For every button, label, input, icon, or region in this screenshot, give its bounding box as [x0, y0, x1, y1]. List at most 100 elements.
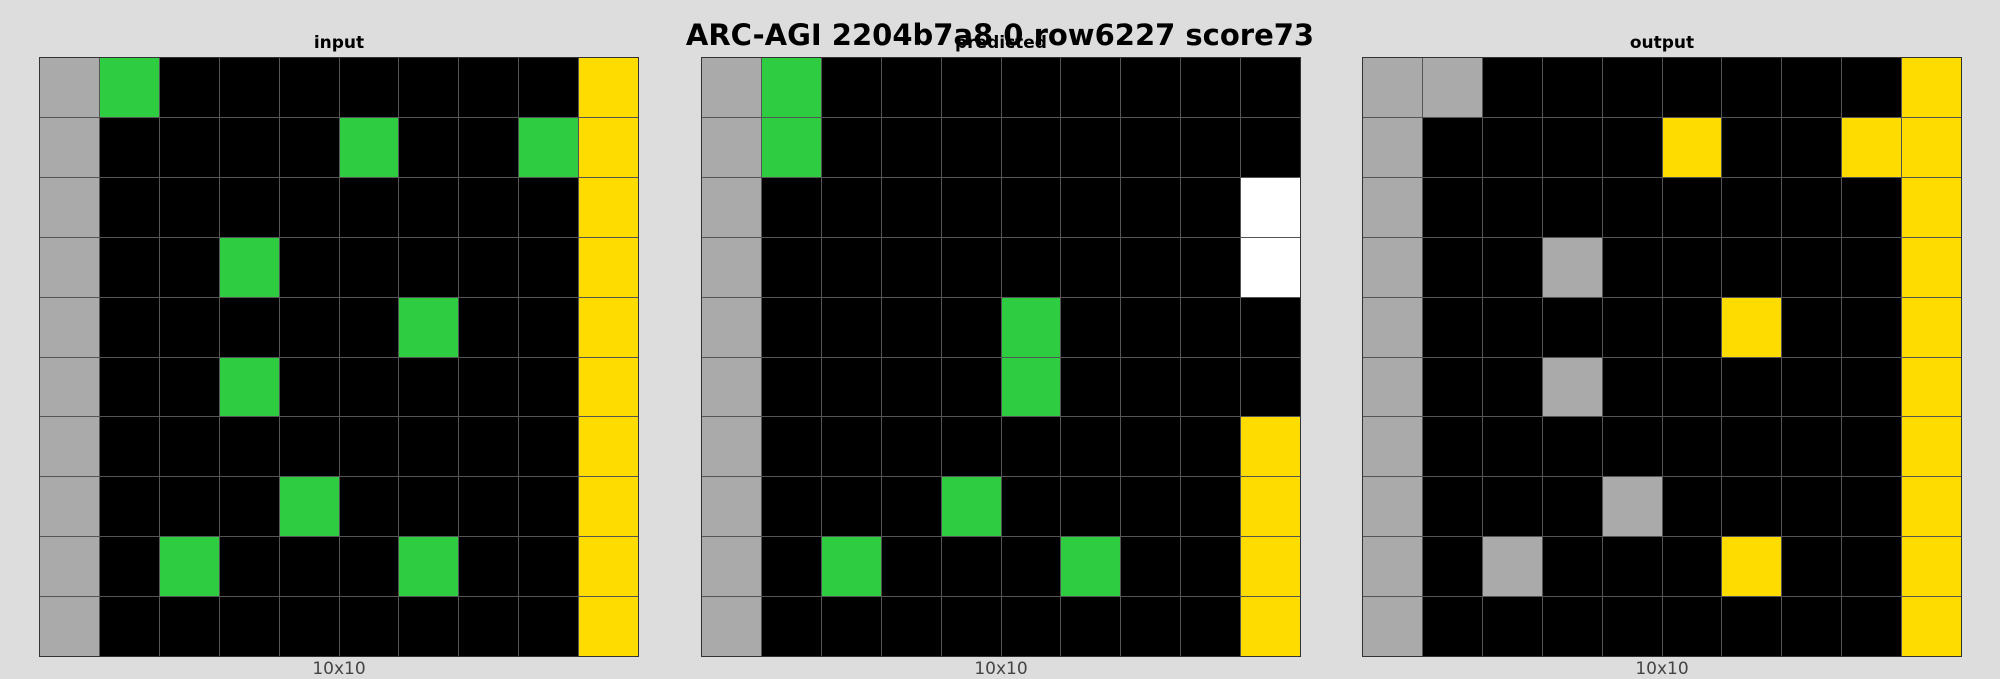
- grid-cell: [1782, 597, 1842, 656]
- grid-cell: [1722, 237, 1782, 297]
- grid-cell: [579, 477, 638, 537]
- grid-cell: [579, 117, 638, 177]
- grid-cell: [1001, 177, 1061, 237]
- grid-cell: [1121, 357, 1181, 417]
- grid-cell: [1482, 417, 1542, 477]
- grid-cell: [1363, 537, 1422, 597]
- input-size-label: 10x10: [312, 659, 366, 679]
- grid-cell: [579, 417, 638, 477]
- grid-cell: [1722, 357, 1782, 417]
- grid-cell: [941, 297, 1001, 357]
- grid-cell: [1001, 357, 1061, 417]
- grid-cell: [761, 537, 821, 597]
- grid-cell: [1241, 237, 1300, 297]
- grid-cell: [1662, 597, 1722, 656]
- grid-cell: [1422, 537, 1482, 597]
- grid-cell: [459, 597, 519, 656]
- output-size-label: 10x10: [1635, 659, 1689, 679]
- grid-cell: [1422, 357, 1482, 417]
- predicted-panel-title: predicted: [955, 33, 1047, 53]
- grid-cell: [1241, 117, 1300, 177]
- grid-cell: [1842, 357, 1902, 417]
- grid-cell: [1722, 597, 1782, 656]
- grid-cell: [761, 117, 821, 177]
- grid-cell: [1902, 597, 1961, 656]
- grid-cell: [99, 117, 159, 177]
- grid-cell: [1482, 297, 1542, 357]
- grid-cell: [1241, 58, 1300, 117]
- grid-cell: [1662, 537, 1722, 597]
- grid-cell: [279, 58, 339, 117]
- grid-cell: [1181, 477, 1241, 537]
- grid-cell: [1422, 177, 1482, 237]
- grid-cell: [339, 597, 399, 656]
- grid-cell: [1181, 237, 1241, 297]
- grid-cell: [1782, 417, 1842, 477]
- grid-cell: [99, 357, 159, 417]
- grid-cell: [159, 177, 219, 237]
- grid-cell: [40, 537, 99, 597]
- grid-cell: [1662, 417, 1722, 477]
- grid-cell: [40, 597, 99, 656]
- grid-cell: [219, 177, 279, 237]
- grid-cell: [821, 297, 881, 357]
- grid-cell: [279, 537, 339, 597]
- grid-cell: [459, 537, 519, 597]
- output-grid: [1362, 57, 1962, 657]
- grid-cell: [1061, 297, 1121, 357]
- grid-cell: [339, 237, 399, 297]
- grid-cell: [881, 357, 941, 417]
- grid-cell: [339, 357, 399, 417]
- grid-cell: [1482, 597, 1542, 656]
- grid-cell: [579, 597, 638, 656]
- grid-cell: [1602, 477, 1662, 537]
- grid-cell: [159, 477, 219, 537]
- grid-cell: [339, 58, 399, 117]
- grid-cell: [1422, 117, 1482, 177]
- grid-cell: [519, 297, 579, 357]
- grid-cell: [1001, 117, 1061, 177]
- grid-cell: [219, 117, 279, 177]
- grid-cell: [761, 597, 821, 656]
- grid-cell: [881, 237, 941, 297]
- grid-cell: [941, 477, 1001, 537]
- grid-cell: [1842, 537, 1902, 597]
- grid-cell: [159, 537, 219, 597]
- grid-cell: [1602, 537, 1662, 597]
- grid-cell: [579, 537, 638, 597]
- grid-cell: [702, 357, 761, 417]
- grid-cell: [219, 58, 279, 117]
- grid-cell: [40, 177, 99, 237]
- grid-cell: [1722, 297, 1782, 357]
- grid-cell: [219, 597, 279, 656]
- grid-cell: [1662, 237, 1722, 297]
- grid-cell: [1542, 58, 1602, 117]
- grid-cell: [941, 237, 1001, 297]
- grid-cell: [1842, 417, 1902, 477]
- grid-cell: [339, 177, 399, 237]
- output-panel-title: output: [1629, 33, 1695, 53]
- grid-cell: [1722, 537, 1782, 597]
- grid-cell: [1902, 537, 1961, 597]
- grid-cell: [761, 58, 821, 117]
- output-panel: output 10x10: [1362, 0, 1962, 679]
- grid-cell: [761, 477, 821, 537]
- grid-cell: [1363, 177, 1422, 237]
- grid-cell: [881, 537, 941, 597]
- grid-cell: [1482, 58, 1542, 117]
- grid-cell: [1842, 477, 1902, 537]
- grid-cell: [159, 597, 219, 656]
- grid-cell: [1482, 177, 1542, 237]
- grid-cell: [881, 58, 941, 117]
- grid-cell: [1121, 177, 1181, 237]
- grid-cell: [1902, 117, 1961, 177]
- grid-cell: [1842, 177, 1902, 237]
- grid-cell: [1241, 537, 1300, 597]
- grid-cell: [99, 237, 159, 297]
- grid-cell: [1782, 357, 1842, 417]
- grid-cell: [1842, 597, 1902, 656]
- grid-cell: [519, 177, 579, 237]
- grid-cell: [941, 537, 1001, 597]
- predicted-panel: predicted 10x10: [701, 0, 1301, 679]
- grid-cell: [279, 417, 339, 477]
